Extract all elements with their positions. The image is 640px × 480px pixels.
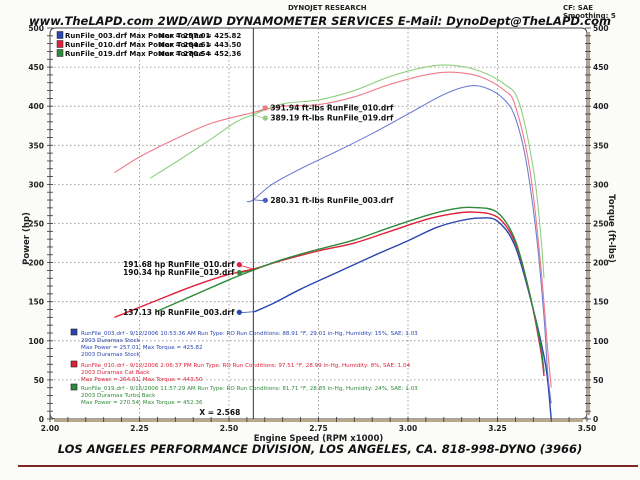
y2-tick-label: 0 bbox=[593, 415, 598, 424]
y-tick-label: 50 bbox=[34, 376, 44, 385]
settings-label: CF: SAE Smoothing: 5 bbox=[563, 4, 616, 20]
x-tick-label: 2.00 bbox=[41, 424, 60, 433]
legend-torque: Max Torque = 425.82 bbox=[158, 32, 241, 40]
y-axis-title: Power (hp) bbox=[22, 212, 32, 265]
series-line bbox=[149, 64, 545, 279]
run-detail-line: RunFile_010.drf - 9/12/2006 2:06:37 PM R… bbox=[81, 363, 411, 369]
cursor-value-label: 191.68 hp RunFile_010.drf bbox=[123, 260, 235, 269]
run-detail-line: 2003 Duramax Stock bbox=[81, 338, 141, 344]
x-axis-title: Engine Speed (RPM x1000) bbox=[254, 434, 384, 444]
y-tick-label: 150 bbox=[28, 298, 44, 307]
cursor-value-label: 391.94 ft-lbs RunFile_010.drf bbox=[270, 104, 394, 113]
y2-tick-label: 50 bbox=[593, 376, 603, 385]
y-tick-label: 100 bbox=[28, 337, 44, 346]
legend-swatch bbox=[56, 31, 64, 39]
y-tick-label: 350 bbox=[28, 141, 44, 150]
legend-file: RunFile_019.drf Max Power = 270.54 bbox=[65, 50, 211, 58]
cursor-leader bbox=[239, 264, 254, 270]
x-tick-label: 3.25 bbox=[488, 424, 507, 433]
legend-torque: Max Torque = 443.50 bbox=[158, 41, 241, 49]
run-detail-line: Max Power = 264.61; Max Torque = 443.50 bbox=[81, 377, 203, 383]
y2-tick-label: 500 bbox=[593, 24, 609, 33]
y2-tick-label: 350 bbox=[593, 141, 609, 150]
cursor-value-label: 280.31 ft-lbs RunFile_003.drf bbox=[270, 196, 394, 205]
y2-axis-title: Torque (ft-lbs) bbox=[606, 194, 616, 263]
y-tick-label: 500 bbox=[28, 24, 44, 33]
run-swatch bbox=[70, 360, 78, 368]
x-tick-label: 2.25 bbox=[130, 424, 149, 433]
y-tick-label: 0 bbox=[39, 415, 44, 424]
run-detail-line: RunFile_003.drf - 9/12/2006 10:53:36 AM … bbox=[81, 331, 418, 337]
y2-tick-label: 300 bbox=[593, 180, 609, 189]
y2-tick-label: 250 bbox=[593, 220, 609, 229]
legend-swatch bbox=[56, 40, 64, 48]
x-tick-label: 2.50 bbox=[220, 424, 239, 433]
cursor-value-label: 389.19 ft-lbs RunFile_019.drf bbox=[270, 114, 394, 123]
y-tick-label: 300 bbox=[28, 180, 44, 189]
y-tick-label: 450 bbox=[28, 63, 44, 72]
run-detail-line: Max Power = 257.01; Max Torque = 425.82 bbox=[81, 345, 203, 351]
cursor-marker bbox=[262, 105, 268, 111]
y-tick-label: 200 bbox=[28, 259, 44, 268]
y2-tick-label: 200 bbox=[593, 259, 609, 268]
legend-file: RunFile_010.drf Max Power = 264.61 bbox=[65, 41, 211, 49]
brand-label: DYNOJET RESEARCH bbox=[288, 4, 367, 12]
run-swatch bbox=[70, 328, 78, 336]
series-line bbox=[253, 217, 552, 420]
series-line bbox=[114, 71, 552, 388]
run-detail-line: 2003 Duramax Stock bbox=[81, 352, 141, 358]
cursor-value-label: 190.34 hp RunFile_019.drf bbox=[123, 268, 235, 277]
cursor-x-label: X = 2.568 bbox=[199, 408, 240, 417]
footer-divider bbox=[18, 465, 638, 467]
legend-torque: Max Torque = 452.36 bbox=[158, 50, 241, 58]
run-swatch bbox=[70, 383, 78, 391]
y2-tick-label: 150 bbox=[593, 298, 609, 307]
series-line bbox=[157, 206, 545, 373]
x-tick-label: 2.75 bbox=[309, 424, 328, 433]
x-tick-label: 3.00 bbox=[399, 424, 418, 433]
footer-text: LOS ANGELES PERFORMANCE DIVISION, LOS AN… bbox=[57, 442, 583, 456]
y-tick-label: 400 bbox=[28, 102, 44, 111]
y2-tick-label: 450 bbox=[593, 63, 609, 72]
legend-swatch bbox=[56, 49, 64, 57]
y-tick-label: 250 bbox=[28, 220, 44, 229]
y2-tick-label: 400 bbox=[593, 102, 609, 111]
cursor-marker bbox=[262, 197, 268, 203]
chart-title: www.TheLAPD.com 2WD/AWD DYNAMOMETER SERV… bbox=[28, 14, 611, 28]
run-detail-line: 2003 Duramax Cat Back bbox=[81, 370, 150, 376]
y2-tick-label: 100 bbox=[593, 337, 609, 346]
cursor-marker bbox=[236, 309, 242, 315]
run-detail-line: 2003 Duramax Turbo Back bbox=[81, 393, 156, 399]
legend-file: RunFile_003.drf Max Power = 257.01 bbox=[65, 32, 211, 40]
cursor-marker bbox=[236, 262, 242, 268]
run-detail-line: RunFile_019.drf - 9/15/2006 11:57:29 AM … bbox=[81, 386, 418, 392]
cursor-marker bbox=[262, 115, 268, 121]
cursor-marker bbox=[236, 270, 242, 276]
cursor-value-label: 137.13 hp RunFile_003.drf bbox=[123, 308, 235, 317]
x-tick-label: 3.50 bbox=[578, 424, 597, 433]
series-line bbox=[246, 85, 552, 404]
run-detail-line: Max Power = 270.54; Max Torque = 452.36 bbox=[81, 400, 203, 406]
